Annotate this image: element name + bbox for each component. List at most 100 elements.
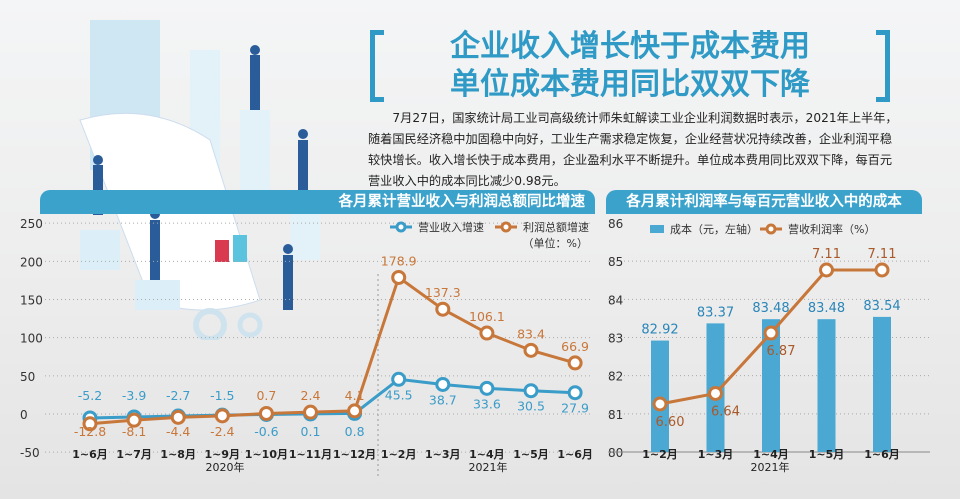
x-tick-label: 1~7月: [116, 448, 152, 461]
cost-bar: [762, 319, 780, 452]
rate-point: [652, 396, 668, 412]
x-tick-label: 1~3月: [425, 448, 461, 461]
x-tick-label: 1~5月: [809, 448, 845, 461]
x-tick-label: 1~5月: [513, 448, 549, 461]
data-label: -5.2: [78, 388, 102, 403]
bar-value-label: 83.37: [697, 305, 734, 320]
legend-rate-label: 营收利润率（%）: [788, 222, 875, 236]
data-label: -12.8: [74, 424, 106, 439]
bar-value-label: 82.92: [641, 323, 678, 338]
x-tick-label: 1~6月: [557, 448, 593, 461]
x-tick-label: 1~2月: [642, 448, 678, 461]
right-chart-title: 各月累计利润率与每百元营业收入中的成本: [606, 190, 922, 214]
y-tick-label: -50: [20, 446, 40, 460]
year-label: 2021年: [469, 460, 508, 474]
data-point: [82, 416, 98, 432]
data-label: 30.5: [517, 399, 545, 414]
data-label: 66.9: [561, 339, 589, 354]
x-tick-label: 1~11月: [289, 448, 332, 461]
data-label: -2.7: [166, 388, 190, 403]
data-point: [126, 412, 142, 428]
cost-bar-chart: 80 81 82 83 84 85 86 82.92 83.37 83.48 83.48 83.54 6…: [608, 217, 930, 474]
cost-bar: [651, 340, 669, 452]
x-tick-label: 1~9月: [205, 448, 241, 461]
title-line-1: 企业收入增长快于成本费用: [450, 29, 810, 64]
intro-paragraph: 7月27日，国家统计局工业司高级统计师朱虹解读工业企业利润数据时表示，2021年…: [368, 111, 898, 188]
data-label: -4.4: [166, 424, 190, 439]
data-label: 178.9: [381, 253, 417, 268]
data-point: [479, 325, 495, 341]
y-tick-label: 83: [608, 332, 623, 346]
year-label: 2020年: [206, 460, 245, 474]
x-tick-label: 1~4月: [469, 448, 505, 461]
data-point: [391, 269, 407, 285]
data-label: 0.7: [256, 388, 276, 403]
legend-profit-icon: [500, 221, 512, 233]
rate-value-label: 7.11: [868, 247, 897, 262]
rate-value-label: 6.64: [711, 404, 740, 419]
y-tick-label: 200: [20, 255, 43, 269]
y-tick-label: 0: [20, 408, 28, 422]
y-tick-label: 81: [608, 408, 623, 422]
rate-point: [763, 325, 779, 341]
data-label: 4.1: [345, 388, 365, 403]
y-tick-label: 80: [608, 446, 623, 460]
data-point: [303, 404, 318, 420]
chart-bar-icon: [215, 240, 229, 262]
data-point: [435, 301, 451, 317]
page-title: 企业收入增长快于成本费用 单位成本费用同比双双下降: [370, 28, 890, 104]
x-tick-label: 1~2月: [381, 448, 417, 461]
rate-value-label: 7.11: [812, 247, 841, 262]
legend-revenue-label: 营业收入增速: [418, 220, 484, 234]
data-label: 27.9: [561, 401, 589, 416]
data-label: 38.7: [429, 392, 457, 407]
data-point: [567, 355, 583, 371]
series-line-1: [89, 275, 576, 426]
data-label: 0.8: [345, 424, 365, 439]
x-tick-label: 1~12月: [333, 448, 376, 461]
x-tick-label: 1~6月: [864, 448, 900, 461]
chart-bar-icon: [233, 235, 247, 262]
cost-bar: [873, 316, 891, 452]
bar-value-label: 83.54: [863, 299, 900, 314]
data-label: 33.6: [473, 396, 501, 411]
y-tick-label: 82: [608, 370, 623, 384]
y-tick-label: 86: [608, 217, 623, 231]
legend-cost-label: 成本（元，左轴）: [670, 222, 758, 236]
x-tick-label: 1~3月: [698, 448, 734, 461]
data-label: 137.3: [425, 285, 461, 300]
rate-value-label: 6.60: [656, 415, 685, 430]
title-bracket-left: [370, 30, 384, 102]
data-point: [523, 383, 539, 399]
rate-point: [819, 262, 834, 278]
data-label: -1.5: [210, 388, 234, 403]
x-tick-label: 1~4月: [753, 448, 789, 461]
data-label: 0.1: [301, 424, 321, 439]
y-tick-label: 100: [20, 332, 43, 346]
illustration-block: [135, 280, 180, 310]
data-label: 106.1: [469, 309, 505, 324]
unit-label: （单位：%）: [523, 236, 588, 250]
title-bracket-right: [876, 30, 890, 102]
gear-icon: [237, 312, 263, 338]
y-tick-label: 84: [608, 293, 623, 307]
legend-revenue-icon: [395, 221, 407, 233]
cost-bar: [817, 319, 836, 452]
data-label: 2.4: [301, 388, 321, 403]
rate-point: [874, 262, 890, 278]
data-point: [214, 408, 230, 424]
rate-value-label: 6.87: [767, 344, 796, 359]
legend-profit-label: 利润总额增速: [523, 220, 589, 234]
x-tick-label: 1~6月: [72, 448, 108, 461]
x-tick-label: 1~10月: [245, 448, 288, 461]
legend-rate-icon: [765, 223, 777, 235]
y-tick-label: 50: [20, 370, 35, 384]
title-line-2: 单位成本费用同比双双下降: [450, 67, 810, 102]
y-tick-label: 85: [608, 255, 623, 269]
gear-icon: [193, 308, 227, 340]
data-point: [170, 409, 186, 425]
data-point: [567, 385, 583, 401]
data-point: [391, 371, 407, 387]
data-label: -8.1: [122, 424, 146, 439]
